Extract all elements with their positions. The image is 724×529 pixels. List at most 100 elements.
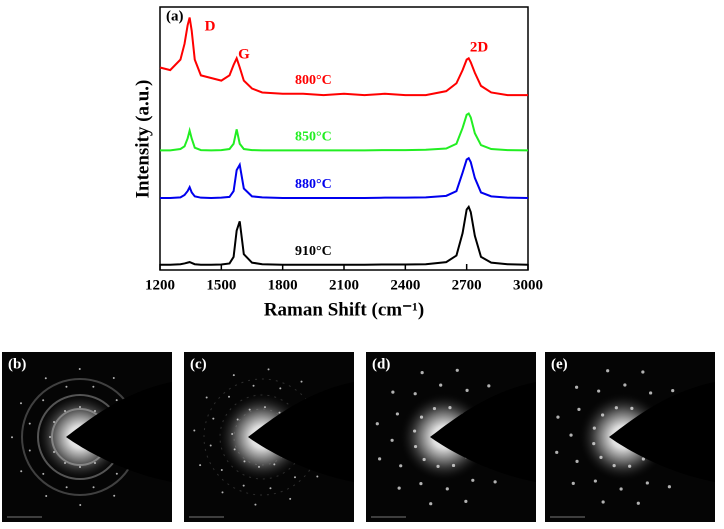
spot (79, 466, 81, 468)
spot (11, 436, 14, 439)
spot (220, 468, 223, 471)
spot (65, 385, 68, 388)
spot (487, 384, 491, 388)
x-tick-label: 1800 (268, 277, 298, 293)
spot (49, 436, 51, 438)
spot (115, 399, 118, 402)
spot (209, 444, 212, 447)
spot (641, 370, 645, 374)
spot (577, 407, 581, 411)
series-label: 880°C (295, 177, 332, 192)
spot (267, 368, 270, 371)
x-tick-label: 1200 (145, 277, 175, 293)
spot (667, 485, 671, 489)
spot (92, 486, 95, 489)
panel-label: (c) (190, 356, 207, 372)
spot (597, 389, 601, 393)
spot (279, 387, 282, 390)
spot (28, 422, 31, 425)
series-label: 800°C (295, 73, 332, 88)
spectrum-line (159, 17, 528, 97)
spot (231, 433, 234, 436)
spot (623, 383, 627, 387)
spot (397, 486, 401, 490)
beam-stop (248, 382, 354, 482)
spot (436, 464, 440, 469)
spot (112, 376, 115, 379)
spectrum-line (160, 112, 529, 152)
spot (592, 426, 596, 430)
beam-stop (430, 382, 536, 482)
spot (628, 464, 632, 468)
spot (422, 457, 426, 462)
panel-label: (a) (166, 8, 184, 24)
spot (79, 406, 81, 408)
spot (94, 461, 96, 464)
spot (619, 487, 623, 491)
spot (252, 384, 255, 387)
spot (232, 374, 235, 377)
spot (254, 503, 257, 506)
spot (493, 480, 497, 484)
spot (243, 460, 246, 463)
spot (300, 380, 303, 383)
spot (614, 406, 618, 410)
beam-stop (66, 382, 172, 482)
spot (278, 411, 281, 414)
spot (236, 418, 239, 421)
spot (78, 368, 81, 371)
spot (464, 499, 468, 503)
spot (606, 369, 610, 373)
spot (378, 457, 382, 461)
spot (419, 415, 424, 419)
peak-label: D (205, 18, 216, 34)
spot (242, 484, 245, 487)
spot (413, 444, 418, 449)
spot (645, 481, 649, 485)
spot (399, 464, 403, 468)
spot (556, 415, 560, 419)
x-tick-label: 2700 (452, 277, 482, 293)
spot (20, 470, 23, 473)
spot (205, 396, 208, 399)
spot (115, 472, 118, 475)
spot (671, 389, 675, 393)
raman-chart: (a) D G 2D Raman Shift (cm⁻¹) Intensity … (132, 6, 543, 320)
spot (263, 406, 266, 409)
spot (455, 368, 459, 372)
x-tick-label: 2400 (390, 277, 420, 293)
spot (113, 494, 116, 497)
spot (593, 479, 597, 483)
spot (258, 465, 261, 468)
x-tick-label: 1500 (206, 277, 236, 293)
spot (92, 385, 95, 388)
spot (293, 476, 296, 479)
series-label: 910°C (295, 244, 332, 259)
spot (601, 413, 605, 417)
y-axis-label: Intensity (a.u.) (132, 80, 153, 199)
spot (641, 457, 645, 461)
spot (599, 455, 603, 459)
spot (212, 417, 215, 420)
beam-stop (609, 382, 715, 482)
spot (45, 495, 48, 498)
spot (555, 450, 559, 454)
spot (28, 449, 31, 452)
spot (42, 472, 45, 475)
series-label: 850°C (295, 130, 332, 145)
spot (420, 371, 424, 375)
spot (273, 463, 276, 466)
spot (592, 442, 596, 446)
spot (412, 429, 417, 433)
spot (465, 388, 469, 393)
spot (439, 383, 443, 387)
spot (94, 410, 96, 413)
spot (432, 406, 437, 411)
spot (65, 486, 68, 489)
spot (19, 402, 22, 405)
peak-label: G (238, 46, 250, 62)
spot (649, 391, 653, 395)
spot (413, 392, 417, 396)
spectrum-line (160, 156, 529, 199)
